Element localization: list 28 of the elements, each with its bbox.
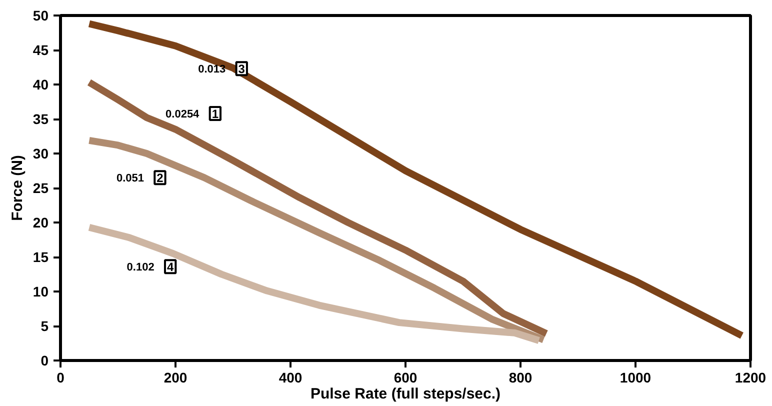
y-tick-label: 45: [32, 42, 49, 58]
y-tick-label: 5: [40, 318, 49, 334]
y-tick-label: 10: [32, 284, 49, 300]
annotation: 2: [156, 171, 164, 186]
annotation: 1: [212, 106, 219, 121]
y-tick-label: 20: [32, 214, 49, 230]
series-label: 0.051: [116, 172, 144, 185]
x-tick-label: 400: [278, 370, 302, 386]
annotation: 4: [166, 260, 174, 274]
y-tick-label: 0: [40, 352, 49, 368]
x-tick-label: 1200: [734, 370, 766, 386]
annotation: 3: [238, 62, 246, 76]
series-label: 0.013: [198, 64, 226, 76]
y-tick-label: 35: [32, 111, 49, 127]
x-axis-title: Pulse Rate (full steps/sec.): [310, 386, 501, 402]
y-tick-label: 15: [32, 249, 49, 265]
x-tick-label: 600: [394, 370, 418, 386]
x-tick-label: 1000: [620, 370, 652, 386]
series-label: 0.0254: [166, 108, 200, 120]
y-axis-title: Force (N): [8, 155, 26, 221]
y-tick-label: 30: [32, 146, 49, 162]
x-tick-label: 200: [164, 370, 188, 386]
x-tick-label: 0: [56, 370, 65, 386]
y-tick-label: 50: [32, 8, 49, 24]
x-tick-label: 800: [508, 370, 532, 386]
series-label: 0.102: [126, 262, 154, 274]
y-tick-label: 25: [32, 180, 49, 196]
y-tick-label: 40: [32, 76, 49, 92]
